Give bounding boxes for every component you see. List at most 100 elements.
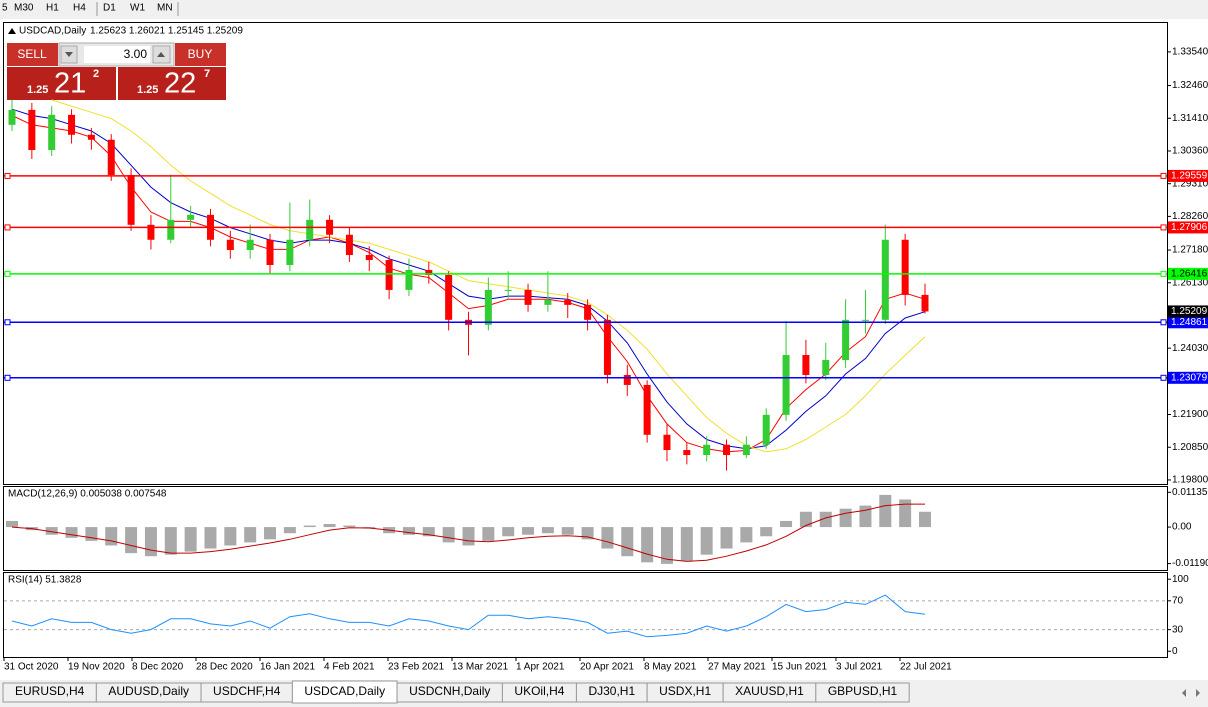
candle-body	[127, 174, 135, 225]
macd-bar	[879, 494, 892, 528]
candle-body	[544, 299, 552, 305]
x-tick-label: 23 Feb 2021	[388, 662, 445, 673]
tab-label[interactable]: GBPUSD,H1	[828, 684, 898, 698]
macd-bar	[780, 520, 793, 528]
tab-label[interactable]: USDX,H1	[659, 684, 711, 698]
macd-signal	[11, 503, 925, 562]
price-plot	[8, 99, 929, 471]
candle-body	[881, 239, 889, 320]
tab-label[interactable]: AUDUSD,Daily	[108, 684, 189, 698]
macd-bar	[641, 527, 654, 563]
lot-value: 3.00	[124, 47, 148, 61]
macd-bar	[283, 527, 296, 534]
x-tick-label: 28 Dec 2020	[196, 662, 253, 673]
moving-average	[11, 108, 926, 450]
timeframe-button[interactable]: W1	[130, 3, 145, 14]
macd-bar	[224, 527, 237, 546]
candle-body	[266, 239, 274, 265]
symbol-title: USDCAD,Daily	[19, 26, 86, 37]
x-tick-label: 4 Feb 2021	[324, 662, 375, 673]
x-tick-label: 8 May 2021	[644, 662, 697, 673]
level-handle	[4, 319, 11, 326]
buy-price-box[interactable]	[118, 67, 226, 100]
tab-label[interactable]: UKOil,H4	[514, 684, 564, 698]
y-tick-label: 1.21900	[1172, 409, 1208, 420]
tab-label[interactable]: EURUSD,H4	[15, 684, 85, 698]
level-handle	[1160, 374, 1167, 381]
tab-label[interactable]: DJ30,H1	[588, 684, 635, 698]
macd-bar	[184, 527, 197, 552]
x-tick-label: 31 Oct 2020	[4, 662, 59, 673]
candle-body	[167, 219, 175, 240]
current-price-label: 1.25209	[1171, 306, 1208, 317]
macd-bar	[522, 527, 535, 535]
macd-bar	[303, 525, 316, 528]
buy-label[interactable]: BUY	[188, 47, 213, 61]
macd-bar	[343, 525, 356, 528]
candle-body	[147, 224, 155, 240]
y-tick-label: 1.31410	[1172, 113, 1208, 124]
candle-body	[385, 260, 393, 290]
sell-price-box[interactable]	[7, 67, 116, 100]
candle-body	[723, 444, 731, 456]
rsi-frame	[3, 572, 1168, 658]
y-tick-label: 1.30360	[1172, 146, 1208, 157]
timeframe-button[interactable]: H4	[73, 3, 86, 14]
candle-body	[8, 109, 16, 125]
y-tick-label: 1.33540	[1172, 47, 1208, 58]
timeframe-button[interactable]: H1	[46, 3, 59, 14]
macd-bar	[561, 527, 574, 535]
macd-bar	[601, 527, 614, 549]
macd-bar	[919, 511, 931, 528]
candle-body	[703, 444, 711, 456]
sell-label[interactable]: SELL	[17, 47, 47, 61]
y-tick-label: 1.20850	[1172, 442, 1208, 453]
lot-up-icon	[157, 52, 165, 57]
level-label: 1.23079	[1171, 372, 1208, 383]
tab-label[interactable]: USDCHF,H4	[213, 684, 281, 698]
macd-bar	[65, 527, 78, 538]
tab-label[interactable]: USDCAD,Daily	[304, 684, 385, 698]
candle-body	[286, 239, 294, 265]
macd-bar	[541, 527, 554, 534]
lot-field[interactable]	[84, 46, 150, 63]
timeframe-button[interactable]: 5	[2, 3, 8, 14]
candle-body	[246, 239, 254, 251]
candle-body	[901, 239, 909, 295]
level-handle	[1160, 270, 1167, 277]
tab-scroll-left[interactable]	[1182, 689, 1186, 697]
candle-body	[584, 304, 592, 320]
candle-body	[603, 319, 611, 375]
macd-bar	[6, 520, 18, 528]
macd-tick-label: 0.01135	[1172, 487, 1208, 498]
candle-body	[623, 374, 631, 385]
collapse-icon[interactable]	[8, 28, 16, 34]
tab-label[interactable]: USDCNH,Daily	[409, 684, 490, 698]
rsi-label: RSI(14) 51.3828	[8, 575, 82, 586]
macd-bar	[204, 527, 217, 549]
timeframe-button[interactable]: D1	[103, 3, 116, 14]
buy-fraction: 7	[204, 68, 210, 80]
x-tick-label: 3 Jul 2021	[836, 662, 883, 673]
tab[interactable]	[815, 682, 910, 703]
y-tick-label: 1.27180	[1172, 245, 1208, 256]
candle-body	[48, 114, 56, 151]
candle-body	[87, 134, 95, 140]
rsi-line	[11, 594, 926, 638]
candle-body	[345, 234, 353, 256]
level-tag	[1168, 316, 1208, 329]
candle-body	[504, 289, 512, 291]
candle-body	[842, 319, 850, 361]
ohlc-values: 1.25623 1.26021 1.25145 1.25209	[90, 26, 243, 37]
macd-bar	[660, 527, 673, 564]
level-tag	[1168, 267, 1208, 280]
timeframe-button[interactable]: MN	[157, 3, 173, 14]
sell-button[interactable]	[7, 43, 58, 66]
tab-label[interactable]: XAUUSD,H1	[735, 684, 804, 698]
buy-button[interactable]	[175, 43, 226, 66]
level-handle	[4, 172, 11, 179]
tab-scroll-right[interactable]	[1196, 689, 1200, 697]
timeframe-button[interactable]: M30	[14, 3, 34, 14]
macd-bar	[264, 527, 277, 540]
candle-body	[822, 360, 830, 375]
